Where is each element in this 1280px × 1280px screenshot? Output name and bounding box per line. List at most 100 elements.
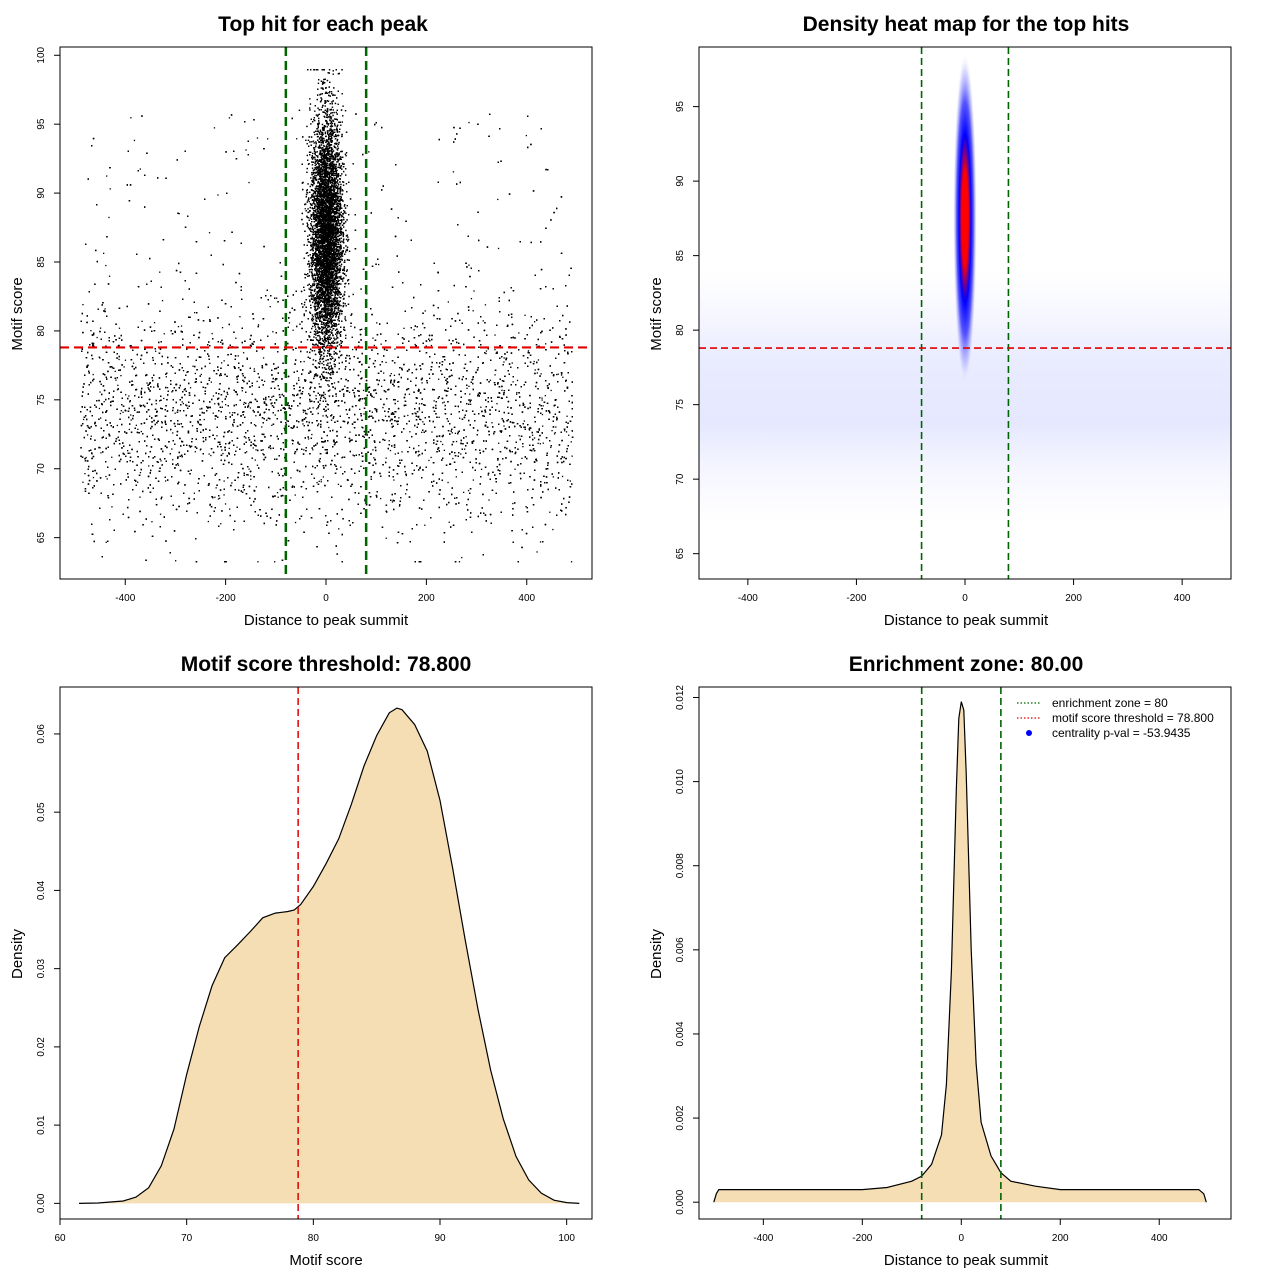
point bbox=[239, 316, 240, 317]
point bbox=[303, 449, 304, 450]
point bbox=[455, 433, 456, 434]
point bbox=[532, 435, 533, 436]
point bbox=[82, 482, 83, 483]
point bbox=[99, 391, 100, 392]
point bbox=[148, 465, 149, 466]
point bbox=[139, 497, 140, 498]
point bbox=[261, 426, 262, 427]
point bbox=[229, 509, 230, 510]
point bbox=[151, 521, 152, 522]
point bbox=[124, 366, 125, 367]
point bbox=[165, 480, 166, 481]
point bbox=[304, 361, 305, 362]
point bbox=[229, 448, 230, 449]
point bbox=[192, 425, 193, 426]
point bbox=[571, 441, 572, 442]
point bbox=[286, 420, 287, 421]
point bbox=[425, 310, 426, 311]
point bbox=[566, 431, 567, 432]
point bbox=[518, 332, 519, 333]
point bbox=[447, 482, 448, 483]
point bbox=[125, 360, 126, 361]
point bbox=[488, 474, 489, 475]
point bbox=[468, 122, 469, 123]
point bbox=[553, 476, 554, 477]
point bbox=[414, 329, 415, 330]
point bbox=[257, 381, 258, 382]
point bbox=[406, 475, 407, 476]
point bbox=[153, 387, 154, 388]
point bbox=[570, 480, 571, 481]
point bbox=[131, 419, 132, 420]
point bbox=[543, 405, 544, 406]
point bbox=[561, 374, 562, 375]
point bbox=[431, 457, 432, 458]
point bbox=[376, 322, 377, 323]
point bbox=[449, 522, 450, 523]
point bbox=[100, 328, 101, 329]
point bbox=[551, 390, 552, 391]
point bbox=[534, 361, 535, 362]
point bbox=[311, 434, 312, 435]
point bbox=[545, 395, 546, 396]
point bbox=[264, 381, 265, 382]
point bbox=[418, 455, 419, 456]
point bbox=[568, 435, 569, 436]
point bbox=[460, 453, 461, 454]
point bbox=[336, 396, 337, 397]
point bbox=[452, 458, 453, 459]
point bbox=[524, 420, 525, 421]
point bbox=[428, 460, 429, 461]
point bbox=[246, 451, 247, 452]
point bbox=[302, 423, 303, 424]
point bbox=[136, 425, 137, 426]
point bbox=[323, 476, 324, 477]
point bbox=[199, 408, 200, 409]
point bbox=[104, 401, 105, 402]
point bbox=[217, 194, 218, 195]
point bbox=[566, 416, 567, 417]
point bbox=[473, 310, 474, 311]
point bbox=[313, 407, 314, 408]
point bbox=[222, 453, 223, 454]
point bbox=[504, 390, 505, 391]
point bbox=[181, 325, 182, 326]
point bbox=[418, 445, 419, 446]
point bbox=[488, 499, 489, 500]
y-axis-label: Motif score bbox=[9, 277, 26, 350]
point bbox=[542, 414, 543, 415]
point bbox=[122, 412, 123, 413]
point bbox=[216, 487, 217, 488]
point bbox=[534, 321, 535, 322]
point bbox=[434, 400, 435, 401]
point bbox=[111, 457, 112, 458]
point bbox=[471, 298, 472, 299]
point bbox=[90, 330, 91, 331]
point bbox=[172, 459, 173, 460]
point bbox=[120, 413, 121, 414]
point bbox=[503, 425, 504, 426]
point bbox=[521, 458, 522, 459]
point bbox=[117, 425, 118, 426]
point bbox=[97, 337, 98, 338]
plot-area bbox=[60, 47, 592, 579]
point bbox=[439, 417, 440, 418]
point bbox=[536, 551, 537, 552]
point bbox=[312, 449, 313, 450]
point bbox=[208, 521, 209, 522]
point bbox=[452, 432, 453, 433]
point bbox=[444, 450, 445, 451]
point bbox=[442, 444, 443, 445]
point bbox=[422, 421, 423, 422]
point bbox=[99, 408, 100, 409]
point bbox=[386, 538, 387, 539]
point bbox=[431, 431, 432, 432]
point bbox=[556, 374, 557, 375]
point bbox=[409, 447, 410, 448]
point bbox=[463, 492, 464, 493]
point bbox=[100, 417, 101, 418]
point bbox=[128, 395, 129, 396]
point bbox=[104, 308, 105, 309]
point bbox=[328, 427, 329, 428]
point bbox=[140, 168, 141, 169]
